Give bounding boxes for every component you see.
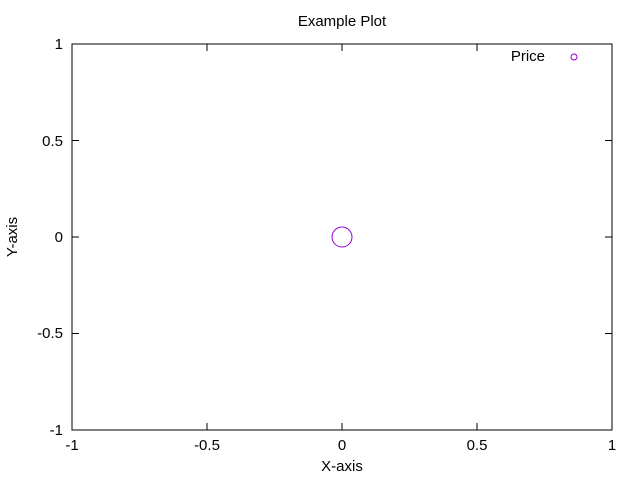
legend: Price [511, 48, 578, 65]
chart-title: Example Plot [298, 13, 387, 30]
x-tick-label: 0 [338, 437, 346, 454]
x-tick-label: 0.5 [467, 437, 488, 454]
axis-ticks [71, 43, 613, 431]
y-tick-label: -1 [50, 422, 63, 439]
y-tick-label: -0.5 [37, 325, 63, 342]
data-point [331, 226, 353, 248]
y-tick-label: 1 [55, 36, 63, 53]
x-axis-label: X-axis [321, 458, 363, 475]
x-tick-label: -0.5 [194, 437, 220, 454]
data-points [331, 226, 353, 248]
y-tick-label: 0 [55, 229, 63, 246]
x-tick-label: 1 [608, 437, 616, 454]
legend-marker-price [570, 53, 578, 61]
y-tick-label: 0.5 [42, 133, 63, 150]
plot-area [71, 43, 613, 431]
x-tick-label: -1 [65, 437, 78, 454]
legend-label-price: Price [511, 48, 545, 65]
y-axis-label: Y-axis [4, 217, 21, 257]
